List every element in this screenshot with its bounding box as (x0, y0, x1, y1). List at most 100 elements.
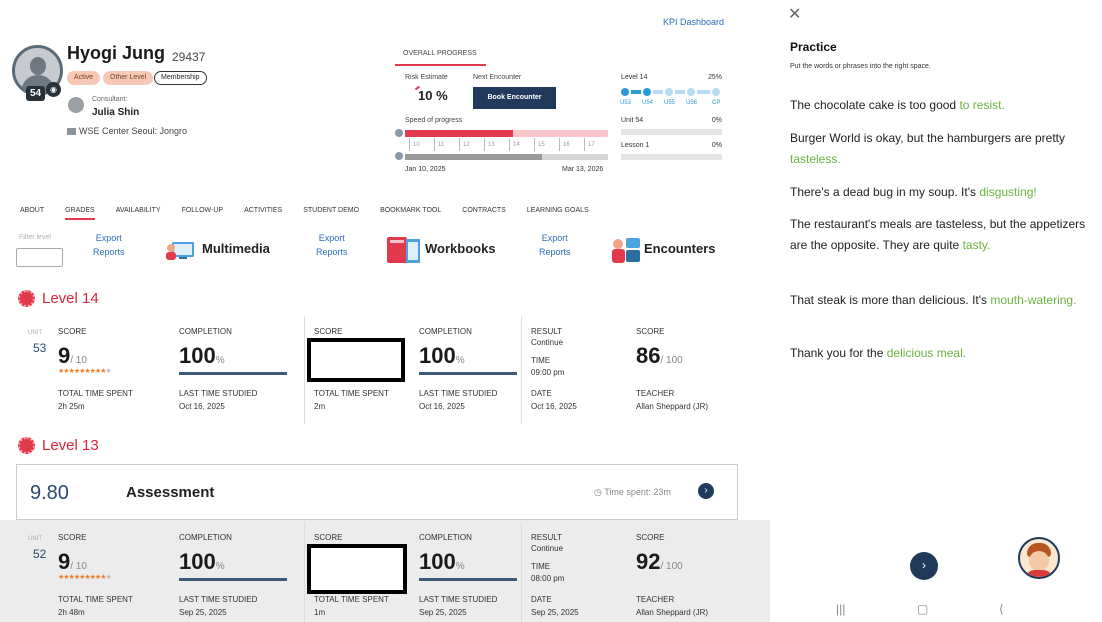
consultant-label: Consultant: (92, 96, 128, 103)
last-studied-label: LAST TIME STUDIED (179, 389, 258, 398)
export-line2: Reports (539, 247, 571, 257)
completion-label: COMPLETION (419, 533, 472, 542)
unit-dot (619, 86, 631, 98)
unit-label: UNIT (28, 536, 42, 542)
speed-tick: 16 (559, 138, 570, 151)
export-line1: Export (95, 233, 122, 243)
result-label: RESULT (531, 533, 562, 542)
next-button[interactable]: › (910, 552, 938, 580)
level-seal-icon (18, 290, 35, 307)
teacher-label: TEACHER (636, 595, 675, 604)
unit-dot (710, 86, 722, 98)
assessment-title: Assessment (126, 484, 215, 501)
export-reports-multimedia[interactable]: Export Reports (93, 231, 125, 259)
last-studied-label: LAST TIME STUDIED (419, 595, 498, 604)
multimedia-title: Multimedia (202, 241, 270, 256)
risk-estimate-label: Risk Estimate (405, 74, 448, 81)
risk-estimate-value: 10 % (418, 88, 448, 103)
tab-availability[interactable]: AVAILABILITY (115, 207, 161, 214)
student-profile-panel: KPI Dashboard 54 ◉ Hyogi Jung 29437 Acti… (0, 17, 770, 622)
center-name: WSE Center Seoul: Jongro (79, 126, 188, 136)
book-encounter-button[interactable]: Book Encounter (473, 87, 556, 109)
star-rating: ★★★★★★★★★★ (58, 574, 112, 581)
lesson-progress-track (621, 154, 722, 160)
filled-answer[interactable]: to resist. (959, 98, 1005, 112)
speed-tick: 11 (434, 138, 444, 151)
clock-icon: ◷ (594, 487, 605, 497)
unit-label: U53 (620, 100, 632, 106)
filled-answer[interactable]: mouth-watering. (990, 293, 1077, 307)
tab-about[interactable]: ABOUT (20, 207, 45, 214)
unit-number: 53 (33, 341, 47, 355)
level-progress-fill (624, 90, 644, 94)
camera-icon[interactable]: ◉ (46, 82, 61, 97)
time-label: TIME (531, 356, 551, 365)
result-label: RESULT (531, 327, 562, 336)
completion-label: COMPLETION (419, 327, 472, 336)
unit-number: 52 (33, 547, 47, 561)
divider (521, 316, 522, 424)
tab-follow-up[interactable]: FOLLOW-UP (181, 207, 224, 214)
tab-bookmark-tool[interactable]: BOOKMARK TOOL (380, 207, 442, 214)
recent-apps-icon[interactable]: ||| (836, 602, 846, 616)
score-label: SCORE (314, 327, 343, 336)
center-info: WSE Center Seoul: Jongro (67, 126, 187, 136)
next-encounter-label: Next Encounter (473, 74, 522, 81)
last-studied-label: LAST TIME STUDIED (179, 595, 258, 604)
export-reports-encounters[interactable]: Export Reports (539, 231, 571, 259)
filter-level-label: Filter level (19, 234, 51, 241)
time-spent-label: TOTAL TIME SPENT (314, 595, 389, 604)
unit-dot (663, 86, 675, 98)
completion-bar (179, 578, 287, 581)
date-value: Sep 25, 2025 (531, 608, 579, 617)
time-spent-value: 2m (314, 402, 326, 411)
speed-bar-expected-fill (405, 154, 542, 160)
tab-grades[interactable]: GRADES (65, 207, 95, 220)
score-label: SCORE (636, 533, 665, 542)
unit-label: U56 (686, 100, 698, 106)
overall-progress-tab[interactable]: OVERALL PROGRESS (395, 50, 486, 66)
kpi-dashboard-link[interactable]: KPI Dashboard (663, 17, 725, 27)
assessment-row[interactable]: 9.80 Assessment ◷ Time spent: 23m › (16, 464, 738, 520)
tutor-avatar[interactable] (1018, 537, 1060, 579)
status-chip-membership[interactable]: Membership (154, 71, 207, 85)
tab-activities[interactable]: ACTIVITIES (244, 207, 283, 214)
lesson-progress-pct: 0% (711, 142, 722, 149)
tab-student-demo[interactable]: STUDENT DEMO (303, 207, 360, 214)
home-icon[interactable]: ▢ (917, 602, 929, 616)
filled-answer[interactable]: disgusting! (979, 185, 1037, 199)
encounters-title: Encounters (644, 241, 716, 256)
practice-sentence: The chocolate cake is too good to resist… (790, 98, 1005, 112)
time-value: 09:00 pm (531, 368, 565, 377)
practice-sentence: Burger World is okay, but the hamburgers… (790, 131, 1066, 166)
chevron-right-icon[interactable]: › (698, 483, 714, 499)
start-date: Jan 10, 2025 (405, 166, 446, 173)
close-icon[interactable]: ✕ (788, 6, 802, 23)
unit-card: UNIT 53 SCORE 9/ 10 ★★★★★★★★★★ TOTAL TIM… (16, 316, 738, 424)
level-heading: Level 14 (42, 290, 99, 307)
score-label: SCORE (314, 533, 343, 542)
tab-contracts[interactable]: CONTRACTS (462, 207, 506, 214)
filled-answer[interactable]: tasty. (962, 238, 991, 252)
unit-label: U54 (642, 100, 654, 106)
back-icon[interactable]: ⟨ (999, 602, 1004, 616)
unit-label: UNIT (28, 330, 42, 336)
encounter-score: 92/ 100 (636, 549, 683, 574)
student-avatar[interactable] (12, 45, 63, 96)
filled-answer[interactable]: tasteless. (790, 152, 841, 166)
export-reports-workbooks[interactable]: Export Reports (316, 231, 348, 259)
unit-progress-pct: 0% (711, 117, 722, 124)
last-studied-value: Oct 16, 2025 (179, 402, 225, 411)
practice-title: Practice (790, 40, 837, 54)
tab-learning-goals[interactable]: LEARNING GOALS (526, 207, 589, 214)
divider (304, 522, 305, 622)
unit-progress-track (621, 129, 722, 135)
filled-answer[interactable]: delicious meal. (886, 346, 967, 360)
completion-bar (419, 372, 517, 375)
export-line1: Export (318, 233, 345, 243)
filter-level-input[interactable] (16, 248, 63, 267)
score-max: / 10 (70, 355, 87, 366)
star-rating: ★★★★★★★★★★ (58, 368, 112, 375)
level-progress-pct: 25% (707, 74, 722, 81)
completion-label: COMPLETION (179, 327, 232, 336)
